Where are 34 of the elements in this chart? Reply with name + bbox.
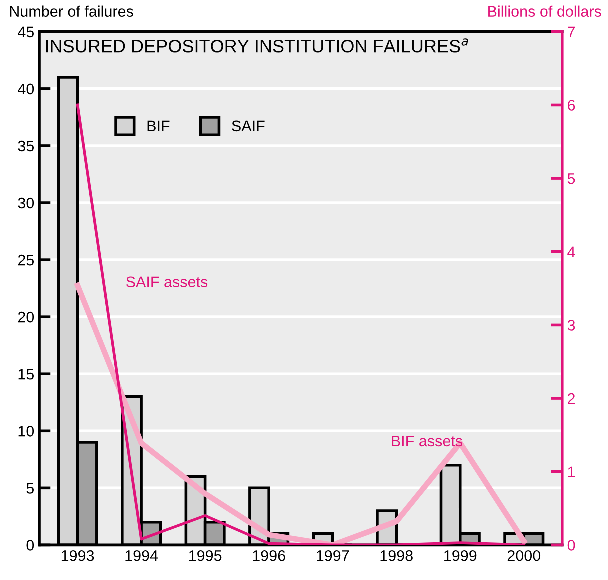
x-tick-label: 1999 — [444, 550, 477, 562]
x-tick-label: 2000 — [508, 550, 541, 562]
y2-tick-label: 6 — [568, 100, 576, 111]
x-tick-label: 1993 — [62, 550, 94, 562]
y-tick-label: 40 — [18, 84, 34, 95]
x-tick-label: 1995 — [189, 550, 222, 562]
y-tick-label: 5 — [26, 483, 34, 494]
legend-label: BIF — [148, 120, 170, 132]
y2-tick-label: 5 — [568, 174, 576, 184]
y2-axis-title: Billions of dollars — [488, 6, 602, 18]
y-tick-label: 45 — [18, 26, 34, 38]
y-tick-label: 30 — [18, 198, 34, 209]
line-series — [76, 104, 526, 546]
y2-tick-label: 3 — [568, 320, 576, 331]
x-tick-label: 1998 — [380, 550, 413, 562]
y2-tick-label: 2 — [568, 393, 575, 404]
y-tick-label: 20 — [18, 312, 34, 323]
y-axis-title: Number of failures — [10, 6, 134, 18]
x-tick-label: 1997 — [317, 550, 350, 562]
y-tick-label: 25 — [18, 254, 34, 266]
y2-tick-label: 4 — [568, 246, 576, 258]
y-tick-label: 35 — [18, 140, 34, 152]
y2-tick-label: 7 — [568, 26, 575, 38]
annotation: BIF assets — [392, 436, 463, 447]
legend-label: SAIF — [232, 120, 265, 132]
y2-tick-label: 1 — [568, 466, 576, 478]
y-tick-label: 0 — [26, 540, 34, 551]
y-tick-label: 10 — [18, 426, 34, 437]
x-tick-label: 1994 — [126, 550, 158, 562]
x-tick-label: 1996 — [253, 550, 286, 562]
annotation: SAIF assets — [126, 276, 208, 288]
chart-title: INSURED DEPOSITORY INSTITUTION FAILURES$^{a}$ — [46, 38, 468, 53]
y-tick-label: 15 — [18, 369, 34, 380]
y2-tick-label: 0 — [568, 540, 576, 551]
